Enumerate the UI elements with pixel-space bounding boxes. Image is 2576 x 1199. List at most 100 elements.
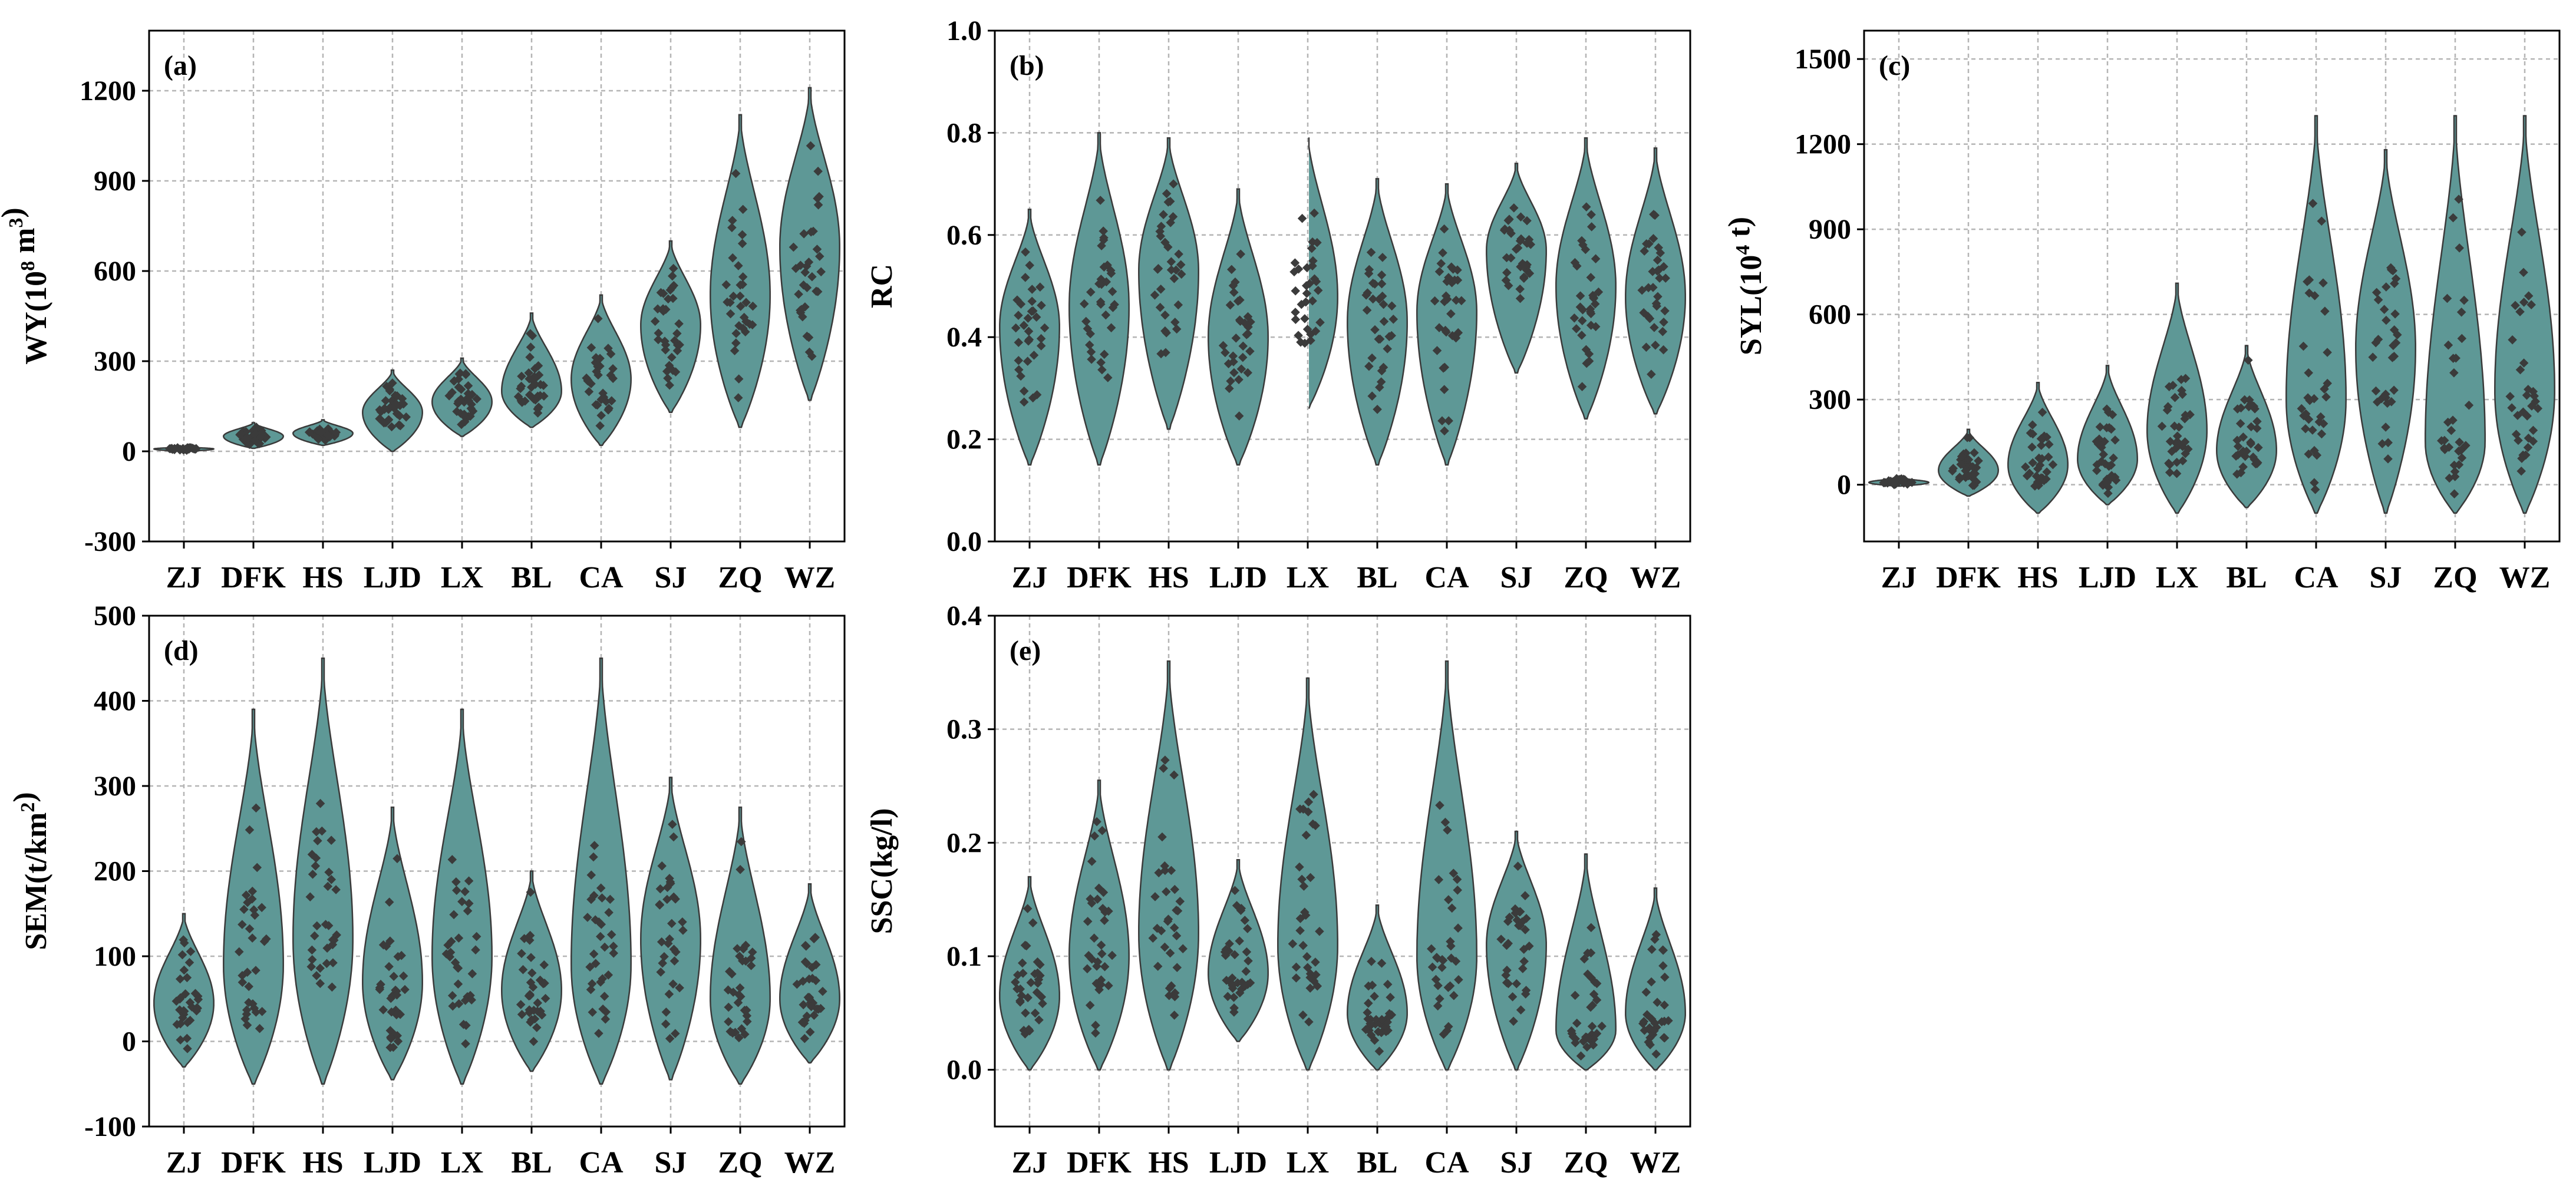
data-point bbox=[1434, 875, 1444, 884]
data-point bbox=[733, 944, 742, 953]
data-point bbox=[1377, 1015, 1387, 1025]
data-point bbox=[447, 388, 457, 397]
data-point bbox=[327, 982, 337, 992]
data-point bbox=[813, 166, 823, 176]
x-tick-label: SJ bbox=[655, 1146, 687, 1180]
data-point bbox=[595, 421, 605, 431]
data-point bbox=[1433, 980, 1443, 990]
data-point bbox=[252, 863, 262, 873]
data-point bbox=[804, 332, 814, 342]
data-point bbox=[791, 263, 801, 273]
data-point bbox=[1572, 1018, 1582, 1028]
data-point bbox=[1298, 1010, 1308, 1020]
data-point bbox=[1240, 916, 1250, 925]
data-point bbox=[737, 230, 747, 240]
data-point bbox=[1100, 916, 1109, 925]
y-axis-title: RC bbox=[865, 264, 899, 308]
data-point bbox=[724, 1017, 733, 1026]
y-tick-label: 0.0 bbox=[946, 526, 982, 557]
data-point bbox=[1658, 961, 1668, 970]
violin-SJ bbox=[640, 777, 701, 1081]
data-point bbox=[1014, 356, 1024, 365]
data-point bbox=[1513, 861, 1523, 871]
data-point bbox=[593, 314, 603, 323]
data-point bbox=[452, 886, 461, 895]
data-point bbox=[1150, 892, 1160, 901]
data-point bbox=[738, 280, 747, 289]
data-point bbox=[314, 434, 324, 444]
data-point bbox=[1452, 874, 1462, 884]
data-point bbox=[1037, 300, 1046, 311]
data-point bbox=[667, 919, 677, 929]
plot-frame bbox=[148, 29, 846, 543]
data-point bbox=[1589, 1034, 1599, 1044]
data-point bbox=[728, 291, 738, 301]
data-point bbox=[1096, 940, 1106, 950]
data-point bbox=[1660, 1033, 1670, 1043]
data-point bbox=[1163, 197, 1173, 207]
data-point bbox=[730, 346, 740, 355]
x-tick-label: WZ bbox=[1630, 561, 1681, 594]
violin-LJD bbox=[1208, 858, 1269, 1042]
data-point bbox=[669, 944, 679, 954]
data-point bbox=[176, 1035, 185, 1045]
data-point bbox=[1453, 923, 1463, 933]
data-point bbox=[1235, 936, 1244, 946]
data-point bbox=[1291, 962, 1301, 972]
data-point bbox=[807, 973, 817, 983]
data-point bbox=[530, 395, 540, 405]
data-point bbox=[1383, 979, 1393, 989]
data-point bbox=[1012, 295, 1022, 305]
data-point bbox=[596, 977, 605, 987]
data-point bbox=[1014, 311, 1023, 320]
data-point bbox=[675, 983, 684, 993]
data-point bbox=[1427, 962, 1437, 972]
data-point bbox=[740, 1029, 750, 1039]
data-point bbox=[315, 798, 325, 808]
data-point bbox=[1154, 868, 1163, 878]
data-point bbox=[1099, 226, 1108, 236]
data-point bbox=[738, 272, 748, 282]
data-point bbox=[391, 399, 401, 408]
data-point bbox=[1015, 996, 1025, 1006]
data-point bbox=[1012, 984, 1022, 994]
data-point bbox=[328, 958, 338, 967]
data-point bbox=[735, 983, 745, 993]
data-point bbox=[322, 959, 332, 969]
data-point bbox=[672, 329, 682, 338]
data-point bbox=[666, 878, 675, 888]
y-tick-label: 0.2 bbox=[946, 424, 982, 455]
data-point bbox=[671, 894, 680, 904]
x-tick-label: ZJ bbox=[166, 1146, 202, 1180]
data-point bbox=[604, 907, 614, 917]
data-point bbox=[518, 965, 528, 975]
data-point bbox=[464, 876, 474, 886]
data-point bbox=[1446, 937, 1455, 946]
data-point bbox=[315, 979, 325, 988]
x-tick-label: ZQ bbox=[1564, 1146, 1608, 1180]
data-point bbox=[238, 920, 247, 929]
data-point bbox=[241, 890, 251, 900]
data-point bbox=[524, 991, 534, 1001]
data-point bbox=[1097, 825, 1107, 835]
data-point bbox=[805, 1027, 815, 1037]
data-point bbox=[530, 1014, 540, 1024]
data-point bbox=[1299, 881, 1309, 891]
data-point bbox=[804, 347, 814, 357]
data-point bbox=[748, 301, 758, 311]
data-point bbox=[1301, 830, 1311, 840]
data-point bbox=[1291, 315, 1301, 324]
data-point bbox=[807, 272, 817, 282]
data-point bbox=[449, 910, 459, 920]
x-tick-label: DFK bbox=[1067, 561, 1132, 594]
x-tick-label: LX bbox=[1287, 561, 1329, 594]
data-point bbox=[587, 979, 597, 989]
data-point bbox=[794, 289, 803, 299]
data-point bbox=[305, 892, 315, 901]
data-point bbox=[1510, 908, 1520, 918]
data-point bbox=[1237, 977, 1247, 987]
data-point bbox=[799, 1000, 808, 1010]
data-point bbox=[675, 340, 684, 349]
x-tick-label: BL bbox=[1357, 1146, 1397, 1180]
data-point bbox=[734, 393, 743, 402]
